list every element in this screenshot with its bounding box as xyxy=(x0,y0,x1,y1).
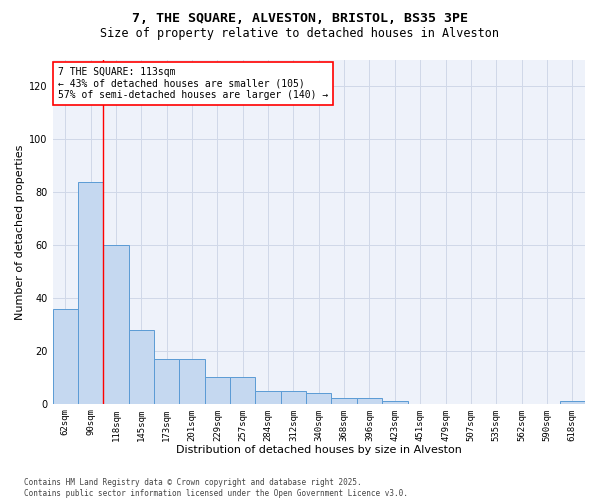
Bar xyxy=(306,393,331,404)
Bar xyxy=(281,390,306,404)
Bar xyxy=(256,390,281,404)
Bar xyxy=(230,378,256,404)
Text: Contains HM Land Registry data © Crown copyright and database right 2025.
Contai: Contains HM Land Registry data © Crown c… xyxy=(24,478,408,498)
Bar xyxy=(331,398,357,404)
Bar xyxy=(154,359,179,404)
Bar xyxy=(179,359,205,404)
X-axis label: Distribution of detached houses by size in Alveston: Distribution of detached houses by size … xyxy=(176,445,462,455)
Bar xyxy=(205,378,230,404)
Bar xyxy=(357,398,382,404)
Bar xyxy=(53,308,78,404)
Text: Size of property relative to detached houses in Alveston: Size of property relative to detached ho… xyxy=(101,28,499,40)
Bar xyxy=(128,330,154,404)
Bar xyxy=(560,401,585,404)
Text: 7, THE SQUARE, ALVESTON, BRISTOL, BS35 3PE: 7, THE SQUARE, ALVESTON, BRISTOL, BS35 3… xyxy=(132,12,468,26)
Bar xyxy=(103,245,128,404)
Bar xyxy=(78,182,103,404)
Y-axis label: Number of detached properties: Number of detached properties xyxy=(15,144,25,320)
Bar xyxy=(382,401,407,404)
Text: 7 THE SQUARE: 113sqm
← 43% of detached houses are smaller (105)
57% of semi-deta: 7 THE SQUARE: 113sqm ← 43% of detached h… xyxy=(58,67,328,100)
